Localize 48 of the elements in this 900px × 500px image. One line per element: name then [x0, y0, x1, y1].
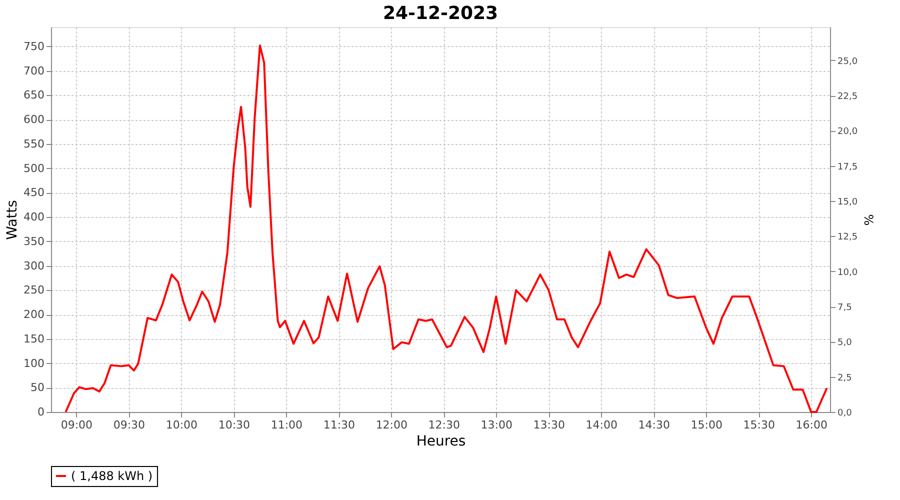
legend-label: ( 1,488 kWh )	[71, 469, 153, 483]
y-tick-label: 100	[24, 356, 44, 370]
y-tick-label: 200	[24, 308, 44, 322]
y-tick-label: 50	[30, 381, 44, 394]
y2-tick-label: 12,5	[838, 232, 858, 243]
y2-tick-label: 22,5	[838, 92, 858, 102]
y2-tick-label: 25,0	[838, 56, 858, 67]
y-tick-label: 300	[24, 259, 44, 272]
x-tick-label: 11:30	[323, 418, 356, 432]
x-tick-label: 12:30	[428, 418, 460, 432]
x-tick-label: 12:00	[376, 418, 408, 432]
y2-tick-label: 5,0	[838, 338, 852, 348]
x-tick-label: 13:00	[480, 418, 512, 432]
x-tick-label: 09:00	[60, 418, 93, 432]
y-tick-label: 600	[24, 113, 44, 126]
y-tick-label: 700	[24, 64, 44, 78]
y2-tick-label: 2,5	[838, 373, 852, 384]
x-tick-label: 15:30	[743, 418, 775, 432]
x-tick-label: 15:00	[690, 418, 722, 432]
y-tick-label: 450	[24, 186, 44, 200]
x-axis-title: Heures	[416, 434, 466, 450]
y-tick-label: 500	[24, 162, 44, 175]
x-tick-label: 14:30	[638, 418, 670, 432]
x-tick-label: 16:00	[796, 418, 828, 432]
y-tick-label: 400	[24, 210, 44, 224]
x-tick-label: 10:00	[166, 418, 198, 432]
y-tick-label: 150	[24, 332, 44, 346]
line-series	[64, 44, 828, 413]
y2-tick-label: 10,0	[838, 268, 858, 278]
y2-tick-label: 17,5	[838, 162, 858, 172]
y2-tick-label: 20,0	[838, 127, 858, 138]
y-axis-title: Watts	[4, 200, 21, 240]
x-tick-label: 09:30	[113, 418, 146, 432]
y-tick-label: 350	[24, 234, 44, 248]
x-tick-label: 14:00	[586, 418, 618, 432]
y2-tick-label: 0,0	[838, 408, 852, 418]
y-tick-label: 750	[24, 40, 44, 53]
y-tick-label: 550	[24, 137, 44, 150]
x-tick-label: 10:30	[218, 418, 250, 432]
y-tick-label: 250	[24, 284, 44, 297]
x-tick-label: 11:00	[270, 418, 303, 432]
y2-axis-title: %	[862, 214, 876, 226]
y-tick-label: 0	[38, 406, 44, 418]
y-tick-label: 650	[24, 88, 44, 102]
x-tick-label: 13:30	[533, 418, 565, 432]
chart-title: 24-12-2023	[382, 3, 498, 24]
y2-tick-label: 7,5	[838, 303, 852, 313]
y2-tick-label: 15,0	[838, 198, 858, 208]
